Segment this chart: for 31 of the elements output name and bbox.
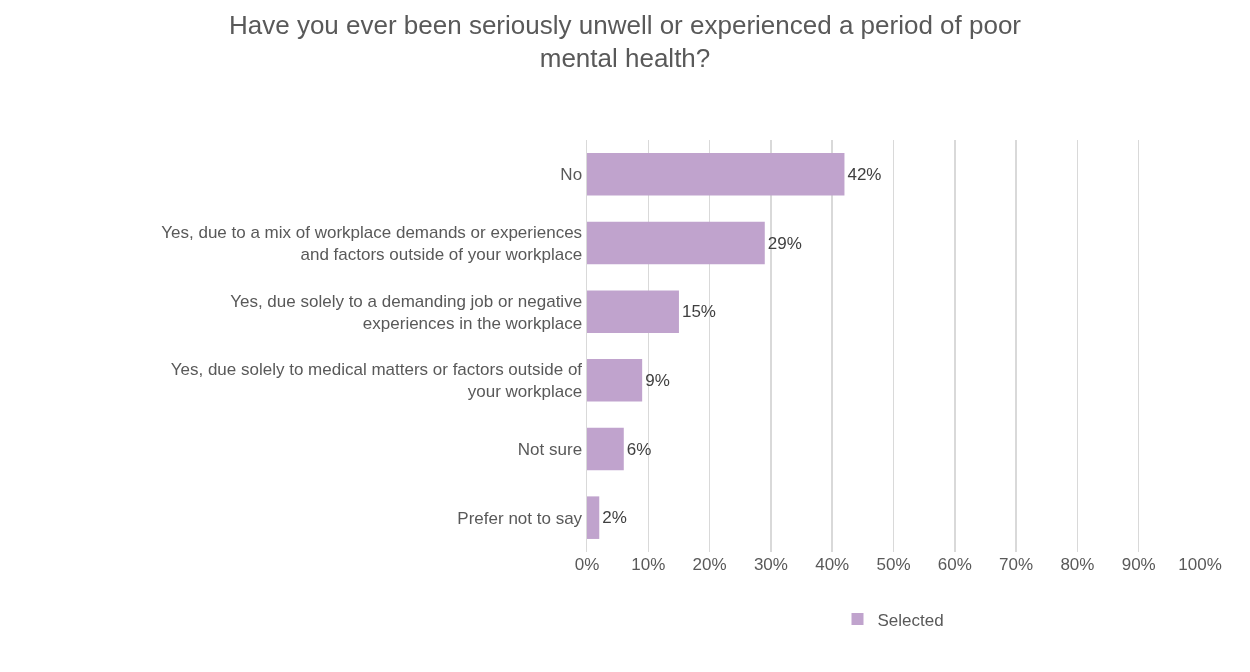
- x-tick-label: 20%: [692, 555, 727, 574]
- x-tick-label: 60%: [937, 555, 972, 574]
- x-tick-label: 90%: [1121, 555, 1156, 574]
- x-tick-label: 10%: [631, 555, 666, 574]
- x-tick-label: 80%: [1060, 555, 1095, 574]
- data-label: 6%: [626, 439, 652, 459]
- y-tick-label: No: [560, 165, 583, 185]
- legend-label: Selected: [877, 610, 944, 630]
- data-label: 29%: [767, 233, 802, 253]
- x-tick-label: 0%: [574, 555, 600, 574]
- data-label: 42%: [847, 164, 882, 184]
- x-tick-label: 40%: [815, 555, 850, 574]
- y-tick-label: Not sure: [517, 439, 583, 459]
- x-tick-label: 70%: [999, 555, 1034, 574]
- x-tick-label: 50%: [876, 555, 911, 574]
- y-tick-label: Yes, due solely to medical matters or factors outside of your workplace: [170, 360, 583, 402]
- y-tick-label: Yes, due to a mix of workplace demands or experiences and factors outside of your workplace: [161, 222, 583, 264]
- data-label: 15%: [681, 302, 716, 322]
- bar: [587, 290, 679, 333]
- bar: [587, 359, 643, 402]
- chart-title: Have you ever been seriously unwell or experienced a period of poor mental health?: [228, 9, 1022, 74]
- data-label: 9%: [645, 370, 670, 390]
- x-tick-label: 100%: [1178, 555, 1222, 574]
- bar: [587, 496, 600, 539]
- bar: [587, 221, 765, 265]
- y-tick-label: Yes, due solely to a demanding job or negative experiences in the workplace: [230, 291, 583, 333]
- data-label: 2%: [602, 508, 627, 528]
- bar: [587, 153, 845, 196]
- x-tick-label: 30%: [753, 555, 788, 574]
- bar: [587, 427, 624, 471]
- y-tick-label: Prefer not to say: [457, 508, 583, 528]
